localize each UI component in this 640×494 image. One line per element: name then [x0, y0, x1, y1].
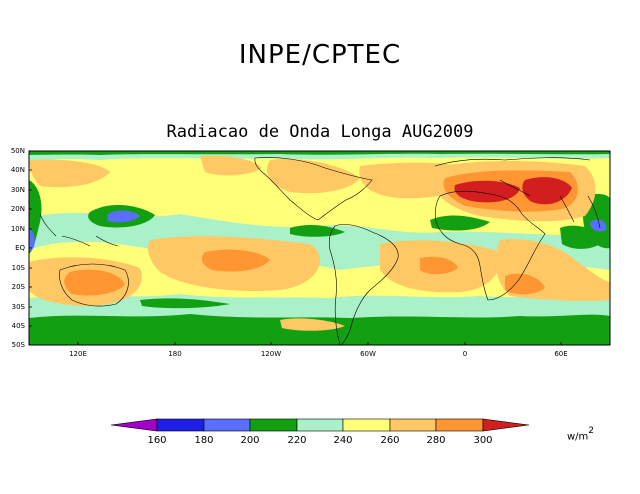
- latitude-axis: 50N 40N 30N 20N 10N EQ 10S 20S 30S 40S 5…: [11, 147, 26, 349]
- lat-label-20s: 20S: [12, 283, 26, 291]
- lat-label-50n: 50N: [11, 147, 25, 155]
- colorbar-label-220: 220: [287, 435, 306, 446]
- colorbar: 160 180 200 220 240 260 280 300: [110, 418, 530, 446]
- units-power: 2: [588, 426, 595, 436]
- longitude-axis: 120E 180 120W 60W 0 60E: [69, 350, 568, 358]
- coastlines: [39, 157, 601, 345]
- organization-title: INPE/CPTEC: [238, 40, 402, 70]
- lat-label-30n: 30N: [11, 186, 25, 194]
- colorbar-units: w/m2: [567, 426, 595, 443]
- lat-label-40s: 40S: [12, 322, 26, 330]
- lon-label-0: 0: [463, 350, 467, 358]
- colorbar-box-280-300: [435, 418, 484, 432]
- longitude-ticks: [77, 342, 562, 345]
- colorbar-box-180-200: [203, 418, 251, 432]
- map-title: Radiacao de Onda Longa AUG2009: [166, 122, 474, 142]
- lat-label-eq: EQ: [15, 244, 25, 252]
- colorbar-high-arrow: [482, 418, 530, 432]
- olr-contour-field: [29, 151, 610, 345]
- lat-label-50s: 50S: [12, 341, 26, 349]
- lon-label-120e: 120E: [69, 350, 87, 358]
- colorbar-label-180: 180: [194, 435, 213, 446]
- colorbar-label-280: 280: [426, 435, 445, 446]
- lon-label-180: 180: [168, 350, 181, 358]
- latitude-ticks: [29, 169, 32, 327]
- lat-label-10s: 10S: [12, 264, 26, 272]
- lat-label-30s: 30S: [12, 303, 26, 311]
- lon-label-60e: 60E: [554, 350, 567, 358]
- colorbar-box-160-180: [156, 418, 205, 432]
- lat-label-10n: 10N: [11, 225, 25, 233]
- colorbar-label-260: 260: [380, 435, 399, 446]
- colorbar-label-300: 300: [473, 435, 492, 446]
- colorbar-box-220-240: [296, 418, 344, 432]
- lon-label-120w: 120W: [261, 350, 281, 358]
- lon-label-60w: 60W: [360, 350, 376, 358]
- colorbar-box-200-220: [249, 418, 298, 432]
- colorbar-low-arrow: [110, 418, 158, 432]
- lat-label-20n: 20N: [11, 205, 25, 213]
- units-text: w/m: [567, 431, 589, 443]
- colorbar-label-160: 160: [147, 435, 166, 446]
- lat-label-40n: 40N: [11, 166, 25, 174]
- colorbar-label-240: 240: [333, 435, 352, 446]
- colorbar-box-260-280: [389, 418, 437, 432]
- colorbar-box-240-260: [342, 418, 391, 432]
- colorbar-label-200: 200: [240, 435, 259, 446]
